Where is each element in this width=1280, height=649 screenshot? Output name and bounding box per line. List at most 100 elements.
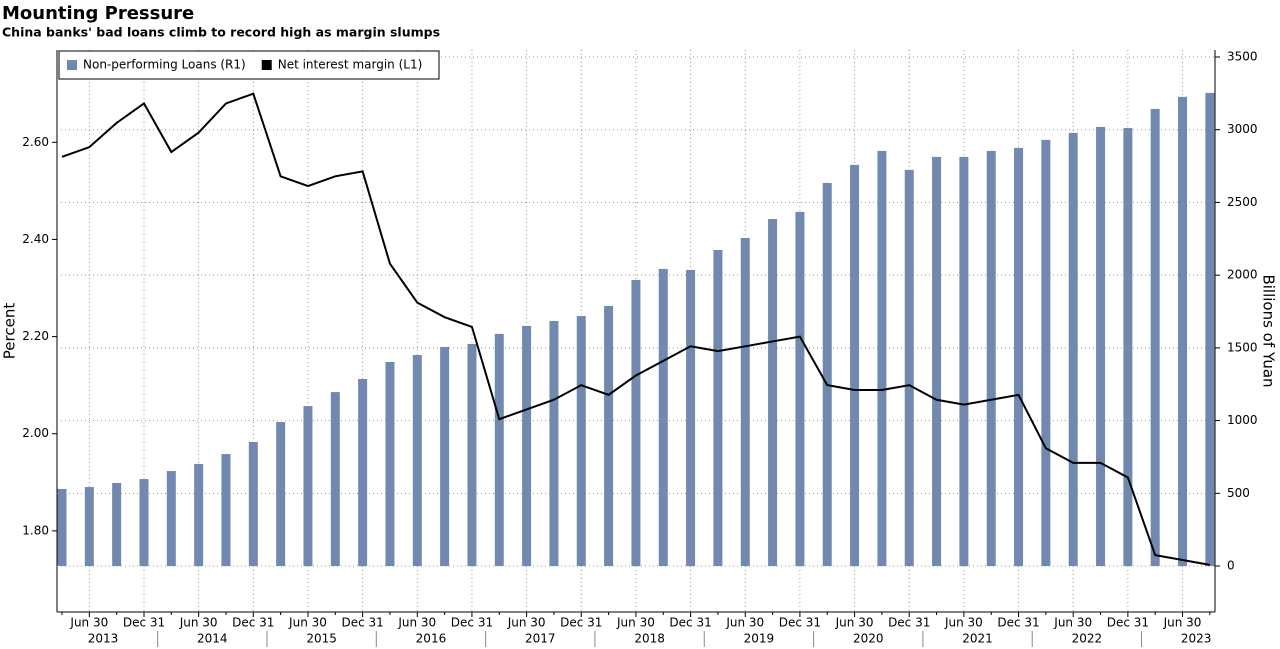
bar (932, 156, 942, 567)
x-year-label: 2015 (306, 632, 337, 646)
bar (194, 463, 204, 567)
x-tick-label: Jun 30 (944, 616, 983, 630)
bar (467, 343, 477, 567)
bar (412, 354, 422, 567)
x-tick-label: Jun 30 (69, 616, 108, 630)
y2-axis-label: Billions of Yuan (1260, 274, 1278, 387)
y-axis-label: Percent (1, 303, 19, 360)
bar (740, 237, 750, 567)
bar (986, 150, 996, 567)
x-tick-label: Dec 31 (560, 616, 602, 630)
x-tick-label: Dec 31 (451, 616, 493, 630)
bar (494, 333, 504, 567)
legend-swatch (67, 60, 77, 70)
legend-swatch (261, 60, 272, 70)
x-year-label: 2023 (1181, 632, 1212, 646)
legend: Non-performing Loans (R1) Net interest ma… (58, 50, 440, 80)
bar (576, 316, 586, 567)
x-tick-label: Dec 31 (123, 616, 165, 630)
x-tick-label: Jun 30 (1163, 616, 1202, 630)
y2-tick-label: 2500 (1227, 195, 1258, 209)
y-tick-label: 2.40 (22, 232, 49, 246)
x-tick-label: Dec 31 (232, 616, 274, 630)
chart-title: Mounting Pressure (2, 3, 194, 24)
bar (1150, 108, 1160, 567)
bar (139, 479, 149, 567)
bar (768, 219, 778, 567)
bar (276, 422, 286, 567)
bar (248, 441, 258, 567)
y2-tick-label: 3000 (1227, 122, 1258, 136)
y-tick-label: 2.00 (22, 426, 49, 440)
bar (1041, 139, 1051, 567)
legend-label: Net interest margin (L1) (278, 58, 423, 72)
x-year-label: 2016 (416, 632, 447, 646)
bar (713, 249, 723, 567)
bar (604, 305, 614, 567)
bar (1068, 132, 1078, 567)
bar (1178, 96, 1188, 567)
y2-tick-label: 1500 (1227, 340, 1258, 354)
x-tick-label: Dec 31 (997, 616, 1039, 630)
x-year-label: 2018 (634, 632, 665, 646)
bar (84, 487, 94, 567)
legend-box (58, 50, 440, 80)
x-tick-label: Dec 31 (1107, 616, 1149, 630)
bar (57, 488, 67, 567)
plot (57, 92, 1215, 567)
x-tick-label: Jun 30 (725, 616, 764, 630)
bar (358, 378, 368, 567)
bar (959, 156, 969, 567)
x-tick-label: Jun 30 (616, 616, 655, 630)
x-tick-label: Jun 30 (1053, 616, 1092, 630)
x-year-label: 2014 (197, 632, 228, 646)
bar (522, 325, 532, 567)
bar (631, 279, 641, 567)
bar (549, 320, 559, 567)
x-tick-label: Jun 30 (835, 616, 874, 630)
bar (221, 454, 231, 567)
chart-subtitle: China banks' bad loans climb to record h… (2, 25, 440, 40)
y2-tick-label: 2000 (1227, 268, 1258, 282)
bar (822, 182, 832, 567)
bar (850, 164, 860, 567)
bar (877, 150, 887, 567)
legend-label: Non-performing Loans (R1) (83, 58, 246, 72)
bar (1205, 92, 1215, 567)
bar (1096, 126, 1106, 567)
x-tick-label: Dec 31 (341, 616, 383, 630)
y2-tick-label: 500 (1227, 486, 1250, 500)
bar (303, 406, 313, 567)
x-year-label: 2019 (744, 632, 775, 646)
y-tick-label: 1.80 (22, 523, 49, 537)
bar (795, 211, 805, 567)
y-tick-label: 2.20 (22, 329, 49, 343)
bar (1014, 147, 1024, 567)
x-tick-label: Jun 30 (288, 616, 327, 630)
x-year-label: 2021 (962, 632, 993, 646)
x-tick-label: Dec 31 (779, 616, 821, 630)
bar (658, 268, 668, 567)
x-tick-label: Dec 31 (888, 616, 930, 630)
x-year-label: 2013 (88, 632, 119, 646)
x-tick-label: Jun 30 (507, 616, 546, 630)
x-tick-label: Jun 30 (397, 616, 436, 630)
line (61, 92, 1211, 566)
bar (686, 269, 696, 567)
y-tick-label: 2.60 (22, 135, 49, 149)
bar (330, 392, 340, 567)
y2-tick-label: 0 (1227, 559, 1235, 573)
bar (440, 346, 450, 567)
y2-tick-label: 1000 (1227, 413, 1258, 427)
bar (112, 482, 122, 567)
x-tick-label: Jun 30 (179, 616, 218, 630)
bar (385, 361, 395, 567)
bar (166, 471, 176, 567)
x-tick-label: Dec 31 (669, 616, 711, 630)
x-year-label: 2017 (525, 632, 556, 646)
bar (904, 169, 914, 567)
y2-tick-label: 3500 (1227, 49, 1258, 63)
x-year-label: 2022 (1072, 632, 1103, 646)
